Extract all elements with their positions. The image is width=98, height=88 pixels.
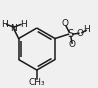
Text: N: N: [10, 24, 17, 33]
Text: H: H: [84, 25, 90, 34]
Text: H: H: [1, 20, 8, 29]
Text: O: O: [62, 19, 69, 28]
Text: S: S: [68, 29, 74, 39]
Text: O: O: [77, 29, 84, 38]
Text: CH₃: CH₃: [29, 78, 45, 87]
Text: H: H: [20, 20, 27, 29]
Text: O: O: [69, 40, 76, 49]
